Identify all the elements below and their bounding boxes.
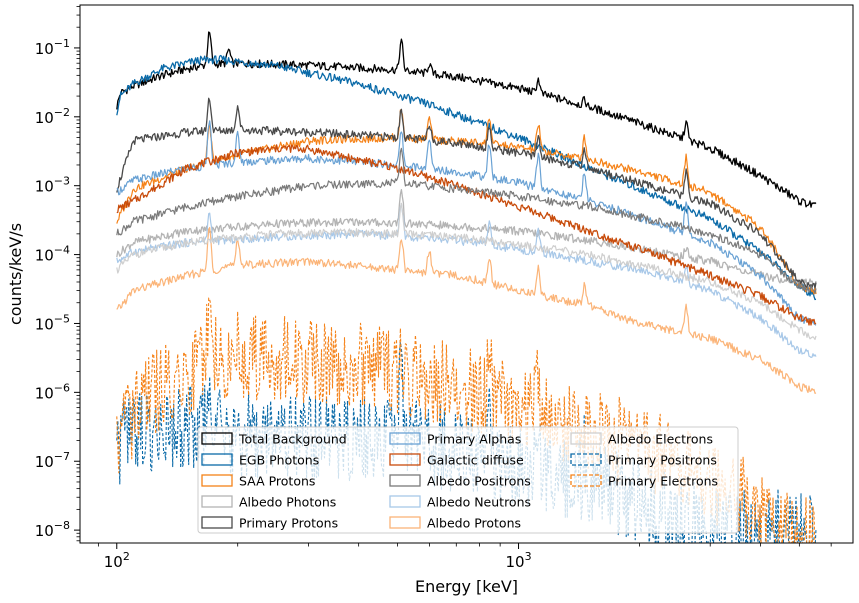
x-tick-label: 103 — [505, 550, 531, 571]
y-axis-ticks: 10−8 10−7 10−6 10−5 10−4 10−3 10−2 10−1 — [35, 6, 80, 542]
y-tick-label: 10−6 — [35, 381, 70, 402]
legend-swatch — [201, 516, 233, 529]
legend-swatch — [389, 495, 421, 508]
legend-label: Primary Positrons — [608, 453, 717, 468]
y-axis-title: counts/keV/s — [6, 223, 25, 325]
y-tick-label: 10−2 — [35, 106, 70, 127]
legend-label: Primary Electrons — [608, 474, 718, 489]
legend-label: Galactic diffuse — [427, 453, 524, 468]
legend-swatch — [570, 432, 602, 445]
y-tick-label: 10−8 — [35, 519, 70, 540]
series-line-primary-alphas — [116, 120, 817, 326]
legend-swatch — [389, 453, 421, 466]
y-tick-label: 10−3 — [35, 175, 70, 196]
legend-swatch — [201, 453, 233, 466]
legend-swatch — [389, 474, 421, 487]
legend-swatch — [570, 474, 602, 487]
legend-label: Albedo Electrons — [608, 432, 713, 447]
series-line-primary-protons — [116, 97, 817, 289]
legend-label: Albedo Positrons — [427, 474, 531, 489]
legend-label: Albedo Photons — [239, 495, 336, 510]
legend-label: Primary Alphas — [427, 432, 521, 447]
x-tick-label: 102 — [104, 550, 130, 571]
plot-frame — [79, 4, 854, 544]
y-tick-label: 10−1 — [35, 37, 70, 58]
legend-label: Total Background — [238, 432, 347, 447]
legend-label: SAA Protons — [239, 474, 315, 489]
y-tick-label: 10−5 — [35, 312, 70, 333]
series-line-egb-photons — [116, 54, 817, 301]
legend-swatch — [389, 432, 421, 445]
legend-label: Albedo Protons — [427, 516, 521, 531]
x-axis-title: Energy [keV] — [415, 577, 518, 596]
y-tick-label: 10−7 — [35, 450, 70, 471]
legend-swatch — [201, 495, 233, 508]
legend-swatch — [389, 516, 421, 529]
series-line-albedo-neutrons — [116, 203, 817, 358]
legend-label: Primary Protons — [239, 516, 338, 531]
legend: Total Background EGB Photons SAA Protons Al… — [197, 426, 739, 534]
legend-swatch — [201, 474, 233, 487]
legend-box — [197, 426, 739, 534]
series-line-albedo-electrons — [116, 202, 817, 340]
legend-swatch — [201, 432, 233, 445]
series-line-albedo-positrons — [116, 147, 817, 294]
series-line-albedo-protons — [116, 226, 817, 394]
series-line-saa-protons — [116, 109, 817, 295]
legend-label: Albedo Neutrons — [427, 495, 531, 510]
y-tick-label: 10−4 — [35, 244, 70, 265]
legend-label: EGB Photons — [239, 453, 319, 468]
legend-swatch — [570, 453, 602, 466]
x-axis-ticks: 102 103 — [97, 543, 832, 571]
series-line-albedo-photons — [116, 188, 817, 287]
